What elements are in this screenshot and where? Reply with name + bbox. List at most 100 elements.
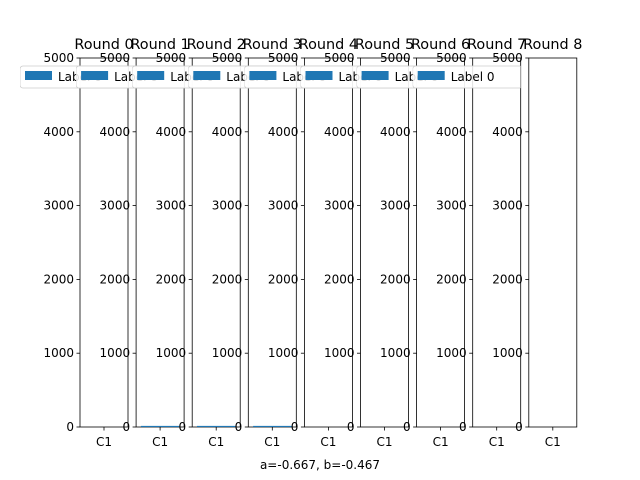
y-tick-label: 0 <box>235 420 243 434</box>
panel-title: Round 5 <box>355 37 414 53</box>
y-tick-label: 4000 <box>100 125 131 139</box>
legend-swatch <box>361 71 389 80</box>
x-tick-label: C1 <box>376 435 392 449</box>
panel-frame <box>247 57 297 428</box>
y-tick-label: 5000 <box>436 51 467 65</box>
y-tick-label: 3000 <box>436 199 467 213</box>
y-tick-label: 0 <box>179 420 187 434</box>
x-tick-label: C1 <box>264 435 280 449</box>
x-tick-label: C1 <box>320 435 336 449</box>
y-tick-label: 5000 <box>268 51 299 65</box>
panel-title: Round 7 <box>467 37 526 53</box>
panel-frame <box>360 57 409 428</box>
x-tick-label: C1 <box>96 435 112 449</box>
legend-swatch <box>137 71 165 80</box>
y-tick-label: 1000 <box>268 346 299 360</box>
y-tick-label: 5000 <box>100 51 131 65</box>
panel-title: Round 0 <box>74 37 133 53</box>
y-tick-label: 2000 <box>492 272 523 286</box>
y-tick-label: 0 <box>291 420 299 434</box>
y-tick-label: 4000 <box>436 125 467 139</box>
y-tick-label: 2000 <box>324 272 355 286</box>
y-tick-label: 5000 <box>380 51 411 65</box>
y-tick-label: 5000 <box>212 51 243 65</box>
y-tick-label: 4000 <box>212 125 243 139</box>
y-tick-label: 2000 <box>268 272 299 286</box>
panel-frame <box>79 57 129 428</box>
y-tick-label: 1000 <box>380 346 411 360</box>
y-tick-label: 1000 <box>212 346 243 360</box>
panel-title: Round 1 <box>130 37 189 53</box>
y-tick-label: 2000 <box>43 272 74 286</box>
y-tick-label: 4000 <box>268 125 299 139</box>
legend-swatch <box>249 71 277 80</box>
panel-frame <box>528 57 578 428</box>
y-tick-label: 2000 <box>212 272 243 286</box>
y-tick-label: 1000 <box>324 346 355 360</box>
y-tick-label: 1000 <box>492 346 523 360</box>
y-tick-label: 4000 <box>380 125 411 139</box>
x-tick-label: C1 <box>208 435 224 449</box>
panel-title: Round 4 <box>299 37 358 53</box>
legend-swatch <box>81 71 109 80</box>
y-tick-label: 2000 <box>156 272 187 286</box>
y-tick-label: 1000 <box>100 346 131 360</box>
panel-frame <box>472 57 522 428</box>
x-tick-label: C1 <box>152 435 168 449</box>
x-tick-label: C1 <box>433 435 449 449</box>
panel-8: 0 1000 2000 3000 4000 5000 C1 Round 8 <box>492 37 582 449</box>
panel-title: Round 3 <box>243 37 302 53</box>
y-tick-label: 4000 <box>324 125 355 139</box>
y-tick-label: 0 <box>66 420 74 434</box>
y-tick-label: 5000 <box>492 51 523 65</box>
panel-frame <box>416 57 466 428</box>
y-tick-label: 0 <box>403 420 411 434</box>
y-tick-label: 3000 <box>156 199 187 213</box>
y-tick-label: 3000 <box>268 199 299 213</box>
y-tick-label: 0 <box>459 420 467 434</box>
panel-frame <box>191 57 241 428</box>
y-tick-label: 3000 <box>100 199 131 213</box>
y-tick-label: 5000 <box>324 51 355 65</box>
y-tick-label: 3000 <box>324 199 355 213</box>
y-tick-label: 0 <box>122 420 130 434</box>
legend: Label 0 <box>412 65 521 89</box>
footer-text: a=-0.667, b=-0.467 <box>260 458 380 472</box>
bar <box>140 425 180 427</box>
bar <box>197 425 236 427</box>
y-tick-label: 0 <box>515 420 523 434</box>
y-tick-label: 1000 <box>43 346 74 360</box>
legend-swatch <box>305 71 333 80</box>
y-tick-label: 4000 <box>43 125 74 139</box>
y-tick-label: 3000 <box>43 199 74 213</box>
y-tick-label: 2000 <box>380 272 411 286</box>
y-tick-label: 0 <box>347 420 355 434</box>
x-tick-label: C1 <box>545 435 561 449</box>
panel-title: Round 8 <box>523 37 582 53</box>
panel-frame <box>303 57 353 428</box>
x-tick-label: C1 <box>489 435 505 449</box>
panel-frame <box>135 57 185 428</box>
legend-swatch <box>25 71 52 80</box>
panels: 0 1000 2000 3000 4000 5000 C1 Round 0 Label 0 0 10… <box>20 37 582 449</box>
legend-swatch <box>417 71 445 80</box>
y-tick-label: 3000 <box>492 199 523 213</box>
y-tick-label: 5000 <box>43 51 74 65</box>
y-tick-label: 1000 <box>436 346 467 360</box>
y-tick-label: 5000 <box>156 51 187 65</box>
legend-text: Label 0 <box>451 70 495 84</box>
y-tick-label: 1000 <box>156 346 187 360</box>
panel-title: Round 2 <box>187 37 246 53</box>
y-tick-label: 4000 <box>492 125 523 139</box>
y-tick-label: 3000 <box>380 199 411 213</box>
panel-7: 0 1000 2000 3000 4000 5000 C1 Round 7 Label 0 <box>412 37 526 449</box>
panel-title: Round 6 <box>411 37 470 53</box>
